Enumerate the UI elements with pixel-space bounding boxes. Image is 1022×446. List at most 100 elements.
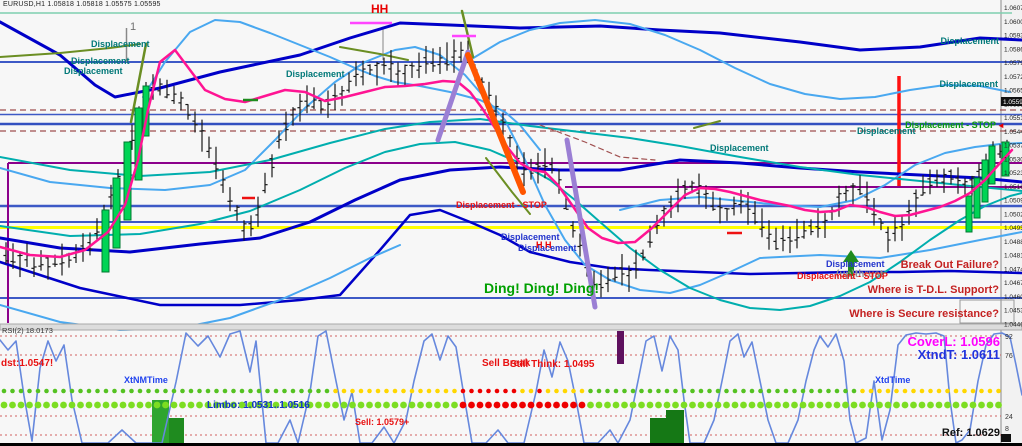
dot-row-big [884, 401, 892, 409]
dst-level-label[interactable]: dst:1.0547! [1, 358, 53, 369]
dot-row-big [876, 401, 883, 409]
dot-row-small [120, 388, 126, 394]
price-axis-label: 1.05935 [1004, 33, 1022, 40]
dot-row-big [255, 401, 263, 409]
dot-row-small [426, 388, 432, 394]
dot-row-big [102, 401, 110, 409]
price-axis-label: 1.05375 [1004, 143, 1022, 150]
displacement-blue-3[interactable]: Displacement [826, 259, 885, 269]
dot-row-big [646, 401, 654, 409]
displacement-blue-1[interactable]: Displacement [501, 232, 560, 242]
dot-row-small [511, 388, 517, 394]
dot-row-big [323, 401, 331, 409]
dot-row-small [324, 388, 330, 394]
dot-row-big [638, 401, 645, 409]
dot-row-small [69, 388, 75, 394]
up-arrow-stem [848, 262, 854, 276]
dot-row-small [800, 388, 806, 394]
dot-row-small [996, 388, 1001, 394]
rsi-label[interactable]: RSI(2) 18.0173 [2, 326, 53, 335]
dot-row-big [527, 401, 535, 409]
dot-row-big [706, 401, 713, 409]
trendline-purple-2[interactable] [564, 137, 598, 310]
dot-row-small [707, 388, 712, 394]
wave-count-1[interactable]: 1 [130, 21, 136, 33]
upthrust-label[interactable]: (up)thrust [836, 269, 884, 280]
dot-row-big [43, 401, 50, 409]
dot-row-big [340, 401, 348, 409]
dot-row-big [612, 401, 620, 409]
displacement-label-3[interactable]: Displacement [64, 66, 123, 76]
dot-row-big [901, 401, 909, 409]
dot-row-small [27, 388, 32, 394]
dot-row-big [740, 401, 747, 409]
dot-row-small [885, 388, 891, 394]
displacement-label-2[interactable]: Displacement [71, 56, 130, 66]
dot-row-big [315, 401, 322, 409]
dot-row-big [952, 401, 960, 409]
dot-row-big [680, 401, 688, 409]
dot-row-big [162, 401, 169, 409]
up-arrow-icon[interactable] [843, 250, 859, 262]
xtnm-time-label[interactable]: XtNMTime [124, 375, 168, 385]
displacement-label-4[interactable]: Displacement [286, 69, 345, 79]
displacement-label-8[interactable]: Displacement [710, 143, 769, 153]
dot-row-small [239, 388, 245, 394]
displacement-stop-green[interactable]: Displacement - STOP [905, 120, 996, 130]
ma-pink [0, 48, 1014, 259]
dot-row-big [774, 401, 781, 409]
dot-row-big [366, 401, 373, 409]
dot-row-small [494, 388, 500, 394]
dot-row-small [299, 388, 304, 394]
displacement-stop-red-1[interactable]: Displacement - STOP [456, 200, 547, 210]
dot-row-small [681, 388, 687, 394]
displacement-label-6[interactable]: Displacement [939, 79, 998, 89]
dot-row-big [17, 401, 25, 409]
wave-high-label[interactable]: HH [371, 2, 388, 16]
dot-row-big [272, 401, 280, 409]
displacement-blue-2[interactable]: Displacement [518, 243, 577, 253]
rsi-scale-label: 24 [1005, 414, 1013, 421]
limbo-label[interactable]: Limbo: 1.0531..1.0516 [207, 400, 310, 411]
price-axis-label: 1.04955 [1004, 225, 1022, 232]
ref-label[interactable]: Ref: 1.0629 [942, 427, 1000, 439]
displacement-label-1[interactable]: Displacement [91, 39, 150, 49]
sell-break-label[interactable]: Sell Break [482, 358, 531, 369]
tdl-support-label[interactable]: Where is T-D.L. Support? [868, 284, 1000, 296]
olive-seg-3 [339, 46, 409, 61]
secure-resistance-label[interactable]: Where is Secure resistance? [849, 308, 999, 320]
dot-row-big [136, 401, 144, 409]
displacement-stop-red-2[interactable]: Displacement - STOP [797, 271, 888, 281]
still-think-label[interactable]: Still Think: 1.0495 [510, 359, 595, 370]
dot-row-small [137, 388, 143, 394]
coverl-label[interactable]: CoverL: 1.0596 [908, 334, 1001, 349]
dot-row-small [656, 388, 661, 394]
dot-row-small [783, 388, 789, 394]
dot-row-small [154, 388, 160, 394]
dot-row-big [9, 401, 16, 409]
dot-row-small [936, 388, 942, 394]
window-bottom-edge [0, 443, 1022, 446]
sell-level-label[interactable]: Sell: 1.0579+ [355, 417, 409, 427]
dot-row-small [953, 388, 959, 394]
stop-arrow[interactable]: ◄ [997, 121, 1005, 130]
gray-outline-box[interactable] [959, 299, 1015, 324]
ding-label[interactable]: Ding! Ding! Ding! [484, 280, 599, 296]
panel-separator[interactable] [0, 323, 1022, 331]
price-axis-label: 1.05025 [1004, 211, 1022, 218]
xtndt-label[interactable]: XtndT: 1.0611 [918, 347, 1000, 362]
dot-row-small [919, 388, 925, 394]
olive-seg-2 [129, 42, 148, 124]
dot-row-small [418, 388, 423, 394]
xtd-time-label[interactable]: XtdTime [875, 375, 910, 385]
breakout-failure-label[interactable]: Break Out Failure? [901, 259, 1000, 271]
displacement-label-5[interactable]: Displacement [940, 36, 999, 46]
dot-row-big [842, 401, 849, 409]
trendline-orange[interactable] [465, 52, 526, 195]
displacement-label-7[interactable]: Displacement [857, 126, 916, 136]
dot-row-small [112, 388, 117, 394]
trendline-purple-1[interactable] [435, 49, 471, 143]
hh-overlay-small[interactable]: H H [536, 240, 552, 250]
dot-row-small [180, 388, 185, 394]
